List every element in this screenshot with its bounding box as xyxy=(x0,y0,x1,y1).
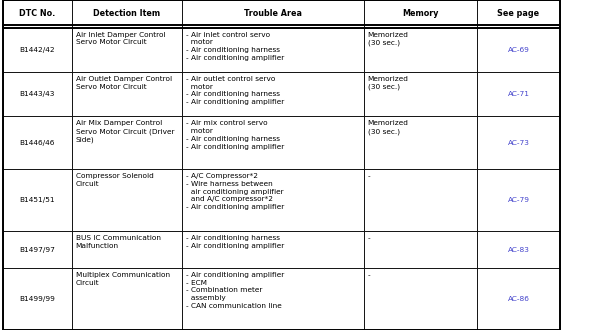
Bar xyxy=(477,28,560,72)
Bar xyxy=(72,169,182,231)
Text: B1443/43: B1443/43 xyxy=(20,91,55,97)
Text: - Air conditioning amplifier
- ECM
- Combination meter
  assembly
- CAN communic: - Air conditioning amplifier - ECM - Com… xyxy=(186,272,284,309)
Text: Memorized
(30 sec.): Memorized (30 sec.) xyxy=(368,76,409,90)
Bar xyxy=(182,28,364,72)
Text: Trouble Area: Trouble Area xyxy=(244,9,302,18)
Bar xyxy=(3,28,72,72)
Bar xyxy=(182,72,364,116)
Bar xyxy=(182,116,364,169)
Bar xyxy=(3,72,72,116)
Text: Compressor Solenoid
Circuit: Compressor Solenoid Circuit xyxy=(76,173,153,187)
Bar xyxy=(182,0,364,28)
Text: B1497/97: B1497/97 xyxy=(19,247,55,252)
Bar xyxy=(477,116,560,169)
Bar xyxy=(364,0,477,28)
Bar xyxy=(3,0,72,28)
Text: Air Inlet Damper Control
Servo Motor Circuit: Air Inlet Damper Control Servo Motor Cir… xyxy=(76,32,165,45)
Bar xyxy=(72,0,182,28)
Text: Detection Item: Detection Item xyxy=(93,9,160,18)
Text: Memorized
(30 sec.): Memorized (30 sec.) xyxy=(368,32,409,46)
Text: -: - xyxy=(368,235,370,241)
Bar xyxy=(477,0,560,28)
Text: B1499/99: B1499/99 xyxy=(19,296,55,302)
Text: AC-73: AC-73 xyxy=(508,140,529,146)
Text: AC-69: AC-69 xyxy=(508,47,529,53)
Text: - Air outlet control servo
  motor
- Air conditioning harness
- Air conditioning: - Air outlet control servo motor - Air c… xyxy=(186,76,284,105)
Text: - Air inlet control servo
  motor
- Air conditioning harness
- Air conditioning : - Air inlet control servo motor - Air co… xyxy=(186,32,284,61)
Bar xyxy=(182,268,364,330)
Text: - Air conditioning harness
- Air conditioning amplifier: - Air conditioning harness - Air conditi… xyxy=(186,235,284,249)
Bar xyxy=(477,72,560,116)
Bar xyxy=(3,231,72,268)
Text: Memorized
(30 sec.): Memorized (30 sec.) xyxy=(368,120,409,135)
Text: Multiplex Communication
Circuit: Multiplex Communication Circuit xyxy=(76,272,170,286)
Text: B1446/46: B1446/46 xyxy=(20,140,55,146)
Bar xyxy=(364,28,477,72)
Text: - A/C Compressor*2
- Wire harness between
  air conditioning amplifier
  and A/C: - A/C Compressor*2 - Wire harness betwee… xyxy=(186,173,284,210)
Bar xyxy=(72,116,182,169)
Bar xyxy=(364,268,477,330)
Text: Air Mix Damper Control
Servo Motor Circuit (Driver
Side): Air Mix Damper Control Servo Motor Circu… xyxy=(76,120,174,143)
Bar xyxy=(72,72,182,116)
Text: -: - xyxy=(368,272,370,278)
Text: -: - xyxy=(368,173,370,179)
Text: Memory: Memory xyxy=(402,9,439,18)
Bar xyxy=(477,231,560,268)
Bar xyxy=(3,116,72,169)
Text: AC-71: AC-71 xyxy=(508,91,529,97)
Text: AC-83: AC-83 xyxy=(508,247,529,252)
Text: Air Outlet Damper Control
Servo Motor Circuit: Air Outlet Damper Control Servo Motor Ci… xyxy=(76,76,172,90)
Bar xyxy=(477,169,560,231)
Bar xyxy=(3,268,72,330)
Text: AC-79: AC-79 xyxy=(508,197,529,203)
Text: B1451/51: B1451/51 xyxy=(20,197,55,203)
Bar xyxy=(364,169,477,231)
Bar xyxy=(364,116,477,169)
Bar xyxy=(477,268,560,330)
Text: BUS IC Communication
Malfunction: BUS IC Communication Malfunction xyxy=(76,235,161,249)
Text: B1442/42: B1442/42 xyxy=(20,47,55,53)
Bar xyxy=(72,268,182,330)
Bar xyxy=(72,231,182,268)
Bar xyxy=(3,169,72,231)
Text: AC-86: AC-86 xyxy=(508,296,529,302)
Bar xyxy=(182,169,364,231)
Bar xyxy=(72,28,182,72)
Bar xyxy=(364,72,477,116)
Bar xyxy=(182,231,364,268)
Text: DTC No.: DTC No. xyxy=(19,9,55,18)
Bar xyxy=(364,231,477,268)
Text: - Air mix control servo
  motor
- Air conditioning harness
- Air conditioning am: - Air mix control servo motor - Air cond… xyxy=(186,120,284,149)
Text: See page: See page xyxy=(498,9,539,18)
